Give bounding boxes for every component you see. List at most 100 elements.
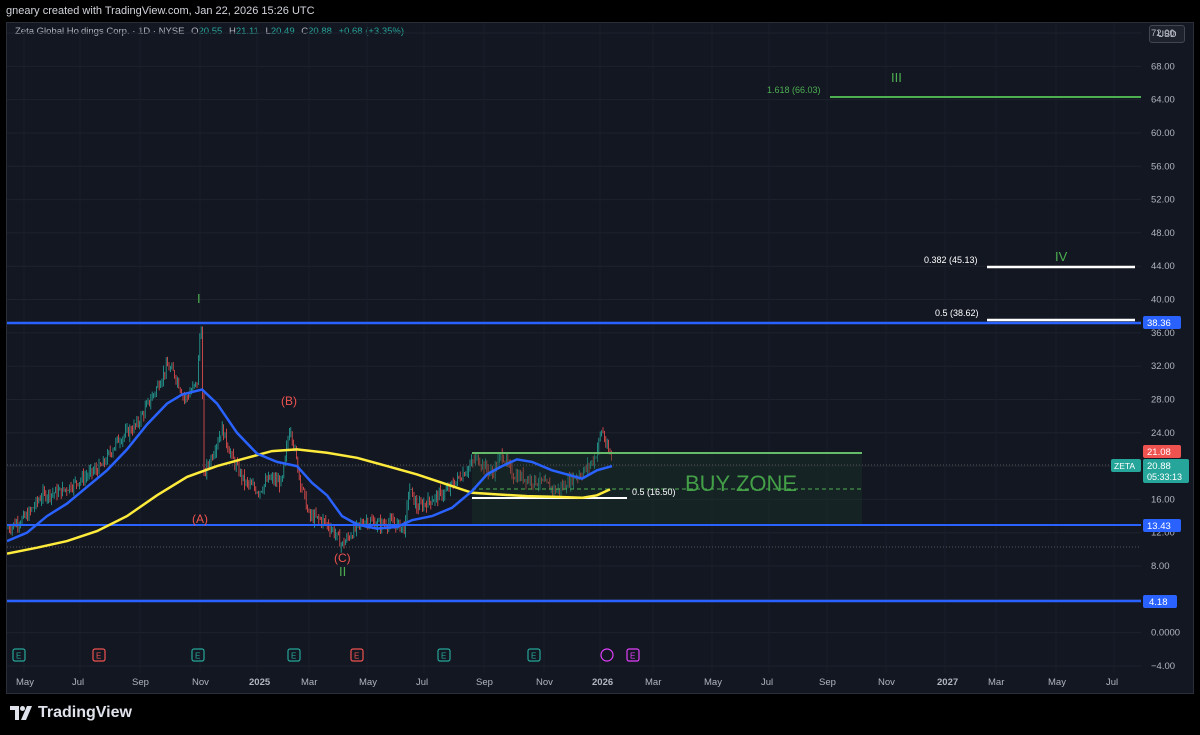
time-tick: Nov xyxy=(878,677,895,688)
low-support-price: 4.18 xyxy=(1149,597,1168,608)
time-tick: May xyxy=(704,677,722,688)
support-badge xyxy=(1143,519,1181,532)
time-tick: Sep xyxy=(476,677,493,688)
wave-ii-label: II xyxy=(339,564,346,579)
price-tick: 52.00 xyxy=(1151,195,1175,206)
dividend-event-icon[interactable] xyxy=(600,648,614,662)
ticker-badge xyxy=(1111,459,1141,472)
wave-iii-label: III xyxy=(891,70,902,85)
time-tick: Jul xyxy=(761,677,773,688)
price-tick: 8.00 xyxy=(1151,561,1170,572)
earnings-event-label: E xyxy=(195,652,200,661)
resistance-badge xyxy=(1143,316,1181,329)
high-value: 21.11 xyxy=(235,26,259,37)
price-tick: 44.00 xyxy=(1151,261,1175,272)
time-tick: Jul xyxy=(72,677,84,688)
currency-button[interactable]: USD xyxy=(1149,25,1185,43)
tradingview-brand: TradingView xyxy=(38,704,132,721)
time-tick: Nov xyxy=(192,677,209,688)
earnings-event-label: E xyxy=(630,652,635,661)
symbol-name[interactable]: Zeta Global Holdings Corp. · 1D · NYSE xyxy=(15,26,185,37)
price-tick: −4.00 xyxy=(1151,661,1175,672)
footer: TradingView xyxy=(0,694,1200,735)
price-tick: 24.00 xyxy=(1151,428,1175,439)
earnings-event-icon[interactable] xyxy=(350,648,364,662)
fib-1618-label: 1.618 (66.03) xyxy=(767,85,821,95)
close-value: 20.88 xyxy=(308,26,332,37)
earnings-event-label: E xyxy=(531,652,536,661)
price-chart[interactable]: BUY ZONE 1.618 (66.03) 0.382 (45.13) 0.5… xyxy=(7,23,1193,693)
price-tick: 12.00 xyxy=(1151,528,1175,539)
price-tick: 48.00 xyxy=(1151,228,1175,239)
time-tick: Sep xyxy=(132,677,149,688)
wave-i-label: I xyxy=(197,291,201,306)
earnings-event-icon[interactable] xyxy=(12,648,26,662)
support-price: 13.43 xyxy=(1147,521,1171,532)
moving-average-slow[interactable] xyxy=(7,448,611,555)
earnings-event-icon[interactable] xyxy=(626,648,640,662)
earnings-event-label: E xyxy=(291,652,296,661)
earnings-event-label: E xyxy=(354,652,359,661)
resistance-price: 38.36 xyxy=(1147,318,1171,329)
price-tick: 72.00 xyxy=(1151,28,1175,39)
bar-countdown: 05:33:13 xyxy=(1147,472,1182,482)
low-value: 20.49 xyxy=(270,26,295,37)
earnings-event-icon[interactable] xyxy=(527,648,541,662)
time-axis: May Jul Sep Nov 2025 Mar May Jul Sep Nov 2026 Mar Ma… xyxy=(16,677,1118,688)
earnings-event-icon[interactable] xyxy=(191,648,205,662)
symbol-legend: Zeta Global Holdings Corp. · 1D · NYSE O… xyxy=(15,26,405,37)
earnings-event-icon[interactable] xyxy=(92,648,106,662)
wave-b-label: (B) xyxy=(281,394,297,408)
change-value: +0.68 (+3.35%) xyxy=(338,26,405,37)
price-tick: 60.00 xyxy=(1151,128,1175,139)
price-tick: 32.00 xyxy=(1151,361,1175,372)
fib-05-top-label: 0.5 (38.62) xyxy=(935,308,979,318)
earnings-event-label: E xyxy=(96,652,101,661)
time-tick: 2026 xyxy=(592,677,613,688)
time-tick: May xyxy=(359,677,377,688)
time-tick: Nov xyxy=(536,677,553,688)
earnings-event-label: E xyxy=(441,652,446,661)
tradingview-logo[interactable]: TradingView xyxy=(10,704,132,722)
earnings-event-icon[interactable] xyxy=(437,648,451,662)
buy-zone-label: BUY ZONE xyxy=(685,471,797,496)
chart-credit: gneary created with TradingView.com, Jan… xyxy=(6,5,315,17)
time-tick: May xyxy=(16,677,34,688)
price-tick: 28.00 xyxy=(1151,394,1175,405)
wave-iv-label: IV xyxy=(1055,249,1068,264)
time-tick: 2025 xyxy=(249,677,271,688)
time-tick: Jul xyxy=(1106,677,1118,688)
time-tick: Mar xyxy=(645,677,661,688)
price-tick: 16.00 xyxy=(1151,494,1175,505)
tradingview-logo-icon xyxy=(10,706,32,720)
moving-average-fast[interactable] xyxy=(7,388,613,543)
wave-c-label: (C) xyxy=(334,551,351,565)
last-price-badge xyxy=(1143,459,1189,483)
last-red-price: 21.08 xyxy=(1147,447,1171,458)
price-axis: 72.00 68.00 64.00 60.00 56.00 52.00 48.00 44.00… xyxy=(1151,28,1180,672)
fib-0382-label: 0.382 (45.13) xyxy=(924,255,978,265)
time-tick: 2027 xyxy=(937,677,958,688)
time-tick: Mar xyxy=(988,677,1004,688)
price-tick: 0.0000 xyxy=(1151,628,1180,639)
fib-05-low-label: 0.5 (16.50) xyxy=(632,487,676,497)
time-tick: Jul xyxy=(416,677,428,688)
low-support-badge xyxy=(1143,595,1177,608)
last-red-badge xyxy=(1143,445,1181,458)
price-tick: 56.00 xyxy=(1151,161,1175,172)
time-tick: Sep xyxy=(819,677,836,688)
price-tick: 36.00 xyxy=(1151,328,1175,339)
chart-pane[interactable]: Zeta Global Holdings Corp. · 1D · NYSE O… xyxy=(6,22,1194,694)
price-tick: 64.00 xyxy=(1151,95,1175,106)
price-tick: 68.00 xyxy=(1151,61,1175,72)
open-value: 20.55 xyxy=(198,26,223,37)
price-tick: 40.00 xyxy=(1151,295,1175,306)
last-price: 20.88 xyxy=(1147,461,1171,472)
earnings-event-icon[interactable] xyxy=(287,648,301,662)
earnings-event-label: E xyxy=(16,652,21,661)
ticker-label: ZETA xyxy=(1114,461,1135,471)
time-tick: Mar xyxy=(301,677,317,688)
time-tick: May xyxy=(1048,677,1066,688)
wave-a-label: (A) xyxy=(192,512,208,526)
